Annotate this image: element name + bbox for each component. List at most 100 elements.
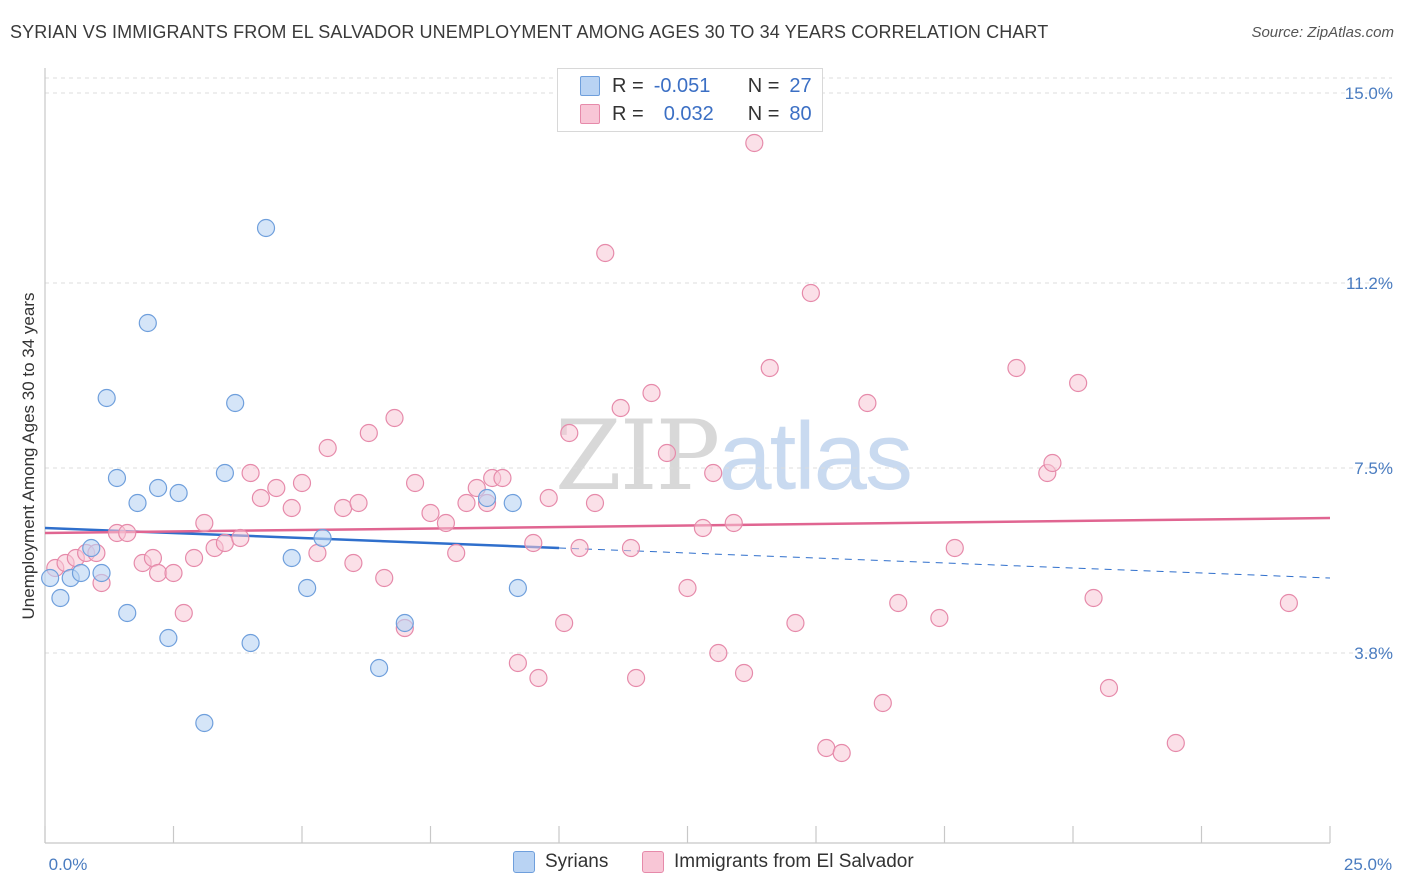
salvador-point xyxy=(118,523,137,543)
syrian-point xyxy=(71,563,91,583)
salvador-point xyxy=(832,743,851,763)
salvador-point xyxy=(148,563,168,583)
salvador-point xyxy=(231,528,250,548)
salvador-point xyxy=(493,468,512,488)
salvador-point xyxy=(858,393,877,413)
salvador-point xyxy=(801,283,820,303)
salvador-point xyxy=(241,463,260,483)
legend-item-salvador[interactable]: Immigrants from El Salvador xyxy=(642,851,914,873)
salvador-point xyxy=(1084,588,1103,608)
salvador-point xyxy=(267,478,286,498)
syrian-points xyxy=(41,218,527,733)
salvador-point xyxy=(251,488,270,508)
salvador-point xyxy=(786,613,805,633)
salvador-point xyxy=(889,593,908,613)
salvador-point xyxy=(930,608,949,628)
salvador-point xyxy=(642,383,661,403)
salvador-point xyxy=(709,643,728,663)
salvador-point xyxy=(405,473,425,493)
syrian-point xyxy=(118,603,137,623)
salvador-point xyxy=(724,513,743,533)
x-tick-label-max: 25.0% xyxy=(1344,855,1392,874)
legend-row-syrians: R = -0.051 N = 27 xyxy=(580,73,812,99)
grid-lines xyxy=(45,77,1392,654)
syrian-point xyxy=(92,563,111,583)
salvador-point xyxy=(385,408,404,428)
salvador-point xyxy=(555,613,574,633)
salvador-point xyxy=(457,493,476,513)
salvador-point xyxy=(1007,358,1026,378)
syrian-point xyxy=(148,478,168,498)
legend-n-label: N = xyxy=(747,102,780,125)
legend-r-label: R = xyxy=(612,74,644,97)
syrian-trend-extension xyxy=(558,547,1331,579)
series-legend: Syrians Immigrants from El Salvador xyxy=(0,851,1406,879)
salvador-point xyxy=(524,533,543,553)
salvador-point xyxy=(447,543,466,563)
syrian-point xyxy=(128,493,147,513)
syrian-point xyxy=(503,493,522,513)
salvador-point xyxy=(704,463,723,483)
salvador-point xyxy=(817,738,836,758)
salvador-point xyxy=(421,503,440,523)
axes xyxy=(44,68,1331,844)
salvador-point xyxy=(560,423,579,443)
y-tick-label: 3.8% xyxy=(1354,644,1393,663)
x-tick-label-min: 0.0% xyxy=(49,855,88,874)
legend-n-label: N = xyxy=(747,74,780,97)
syrian-point xyxy=(226,393,245,413)
syrian-point xyxy=(51,588,70,608)
salvador-point xyxy=(734,663,754,683)
salvador-point xyxy=(570,538,589,558)
trend-lines xyxy=(44,516,1331,579)
y-tick-label: 15.0% xyxy=(1345,84,1393,103)
salvador-point xyxy=(344,553,363,573)
salvador-point xyxy=(539,488,558,508)
y-tick-label: 11.2% xyxy=(1346,274,1393,293)
salvador-point xyxy=(873,693,892,713)
legend-n-value: 80 xyxy=(789,102,812,125)
correlation-legend: R = -0.051 N = 27 R = 0.032 N = 80 xyxy=(557,68,823,132)
syrian-point xyxy=(169,483,188,503)
salvador-trend-line xyxy=(44,516,1331,535)
legend-swatch-salvador xyxy=(580,104,600,124)
source-label: Source: ZipAtlas.com xyxy=(1251,24,1394,41)
salvador-point xyxy=(745,133,764,153)
salvador-point xyxy=(626,668,646,688)
salvador-point xyxy=(375,568,394,588)
syrian-point xyxy=(138,313,157,333)
syrian-point xyxy=(370,658,389,678)
salvador-point xyxy=(678,578,697,598)
salvador-point xyxy=(1166,733,1185,753)
salvador-point xyxy=(1279,593,1298,613)
syrian-point xyxy=(241,633,260,653)
salvador-point xyxy=(349,493,368,513)
syrian-point xyxy=(256,218,276,238)
salvador-point xyxy=(1069,373,1088,393)
legend-n-value: 27 xyxy=(789,74,812,97)
chart-title: SYRIAN VS IMMIGRANTS FROM EL SALVADOR UN… xyxy=(10,22,1049,42)
syrian-point xyxy=(395,613,414,633)
legend-swatch-syrians xyxy=(513,851,535,873)
salvador-point xyxy=(945,538,964,558)
syrian-point xyxy=(97,388,116,408)
salvador-point xyxy=(1099,678,1119,698)
syrian-point xyxy=(82,538,101,558)
legend-label-syrians: Syrians xyxy=(545,851,609,872)
legend-item-syrians[interactable]: Syrians xyxy=(513,851,608,873)
legend-r-label: R = xyxy=(612,102,644,125)
salvador-point xyxy=(1043,453,1062,473)
salvador-point xyxy=(215,533,234,553)
legend-swatch-syrians xyxy=(580,76,600,96)
legend-row-salvador: R = 0.032 N = 80 xyxy=(580,101,812,127)
salvador-point xyxy=(359,423,378,443)
legend-label-salvador: Immigrants from El Salvador xyxy=(674,851,914,872)
axis-labels: 3.8% 7.5% 11.2% 15.0% 0.0% 25.0% Unemployment … xyxy=(19,84,1393,874)
syrian-point xyxy=(215,463,234,483)
salvador-point xyxy=(529,668,548,688)
salvador-point xyxy=(282,498,301,518)
salvador-point xyxy=(292,473,312,493)
salvador-point xyxy=(611,398,630,418)
syrian-point xyxy=(195,713,214,733)
